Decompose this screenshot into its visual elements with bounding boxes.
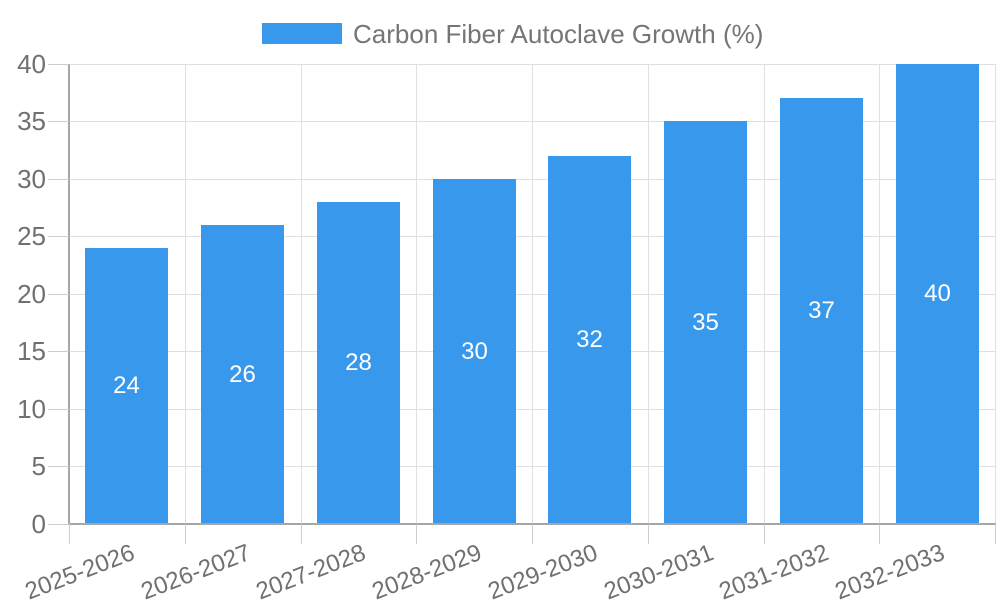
bar-value-label: 30 [461, 337, 488, 365]
y-axis-tick-label: 0 [31, 509, 46, 539]
y-axis-tick-label: 35 [17, 106, 46, 136]
y-axis-tick [48, 351, 69, 352]
y-axis-tick [48, 409, 69, 410]
y-axis-tick [48, 294, 69, 295]
bar[interactable]: 40 [896, 64, 979, 524]
x-axis-tick [185, 524, 186, 544]
bar[interactable]: 30 [433, 179, 516, 524]
y-axis-tick-label: 20 [17, 279, 46, 309]
gridline-vertical [879, 64, 880, 524]
gridline-vertical [185, 64, 186, 524]
x-axis-tick [301, 524, 302, 544]
bar-value-label: 32 [576, 326, 603, 353]
gridline-vertical [416, 64, 417, 524]
y-axis-tick-label: 15 [17, 336, 46, 366]
gridline-vertical [532, 64, 533, 524]
bar-value-label: 24 [113, 372, 140, 399]
y-axis-tick [48, 64, 69, 65]
x-axis-tick [648, 524, 649, 544]
bar-value-label: 28 [345, 349, 372, 376]
gridline-vertical [764, 64, 765, 524]
y-axis-tick-label: 40 [17, 49, 46, 79]
y-axis-tick [48, 524, 69, 525]
bar[interactable]: 32 [548, 156, 631, 524]
legend-swatch[interactable] [262, 23, 342, 44]
y-axis-tick-label: 30 [17, 164, 46, 194]
x-axis-tick [764, 524, 765, 544]
y-axis-tick-label: 25 [17, 221, 46, 251]
y-axis-tick-label: 5 [31, 451, 46, 481]
y-axis-line [68, 64, 70, 525]
x-axis-tick [416, 524, 417, 544]
x-axis-tick [69, 524, 70, 544]
bar-value-label: 37 [808, 297, 835, 324]
bar-value-label: 35 [692, 308, 719, 336]
legend-series-label[interactable]: Carbon Fiber Autoclave Growth (%) [353, 19, 764, 49]
y-axis-tick [48, 236, 69, 237]
gridline-vertical [301, 64, 302, 524]
bar-value-label: 40 [924, 280, 951, 307]
gridline-vertical [648, 64, 649, 524]
x-axis-tick [879, 524, 880, 544]
x-axis-tick [995, 524, 996, 544]
y-axis-tick-label: 10 [17, 394, 46, 424]
x-axis-tick [532, 524, 533, 544]
y-axis-tick [48, 121, 69, 122]
bar[interactable]: 28 [317, 202, 400, 524]
bar[interactable]: 24 [85, 248, 168, 524]
bar-value-label: 26 [229, 360, 256, 388]
y-axis-tick [48, 179, 69, 180]
bar[interactable]: 35 [664, 121, 747, 524]
y-axis-tick [48, 466, 69, 467]
bar[interactable]: 26 [201, 225, 284, 524]
gridline-vertical [995, 64, 996, 524]
bar[interactable]: 37 [780, 98, 863, 524]
